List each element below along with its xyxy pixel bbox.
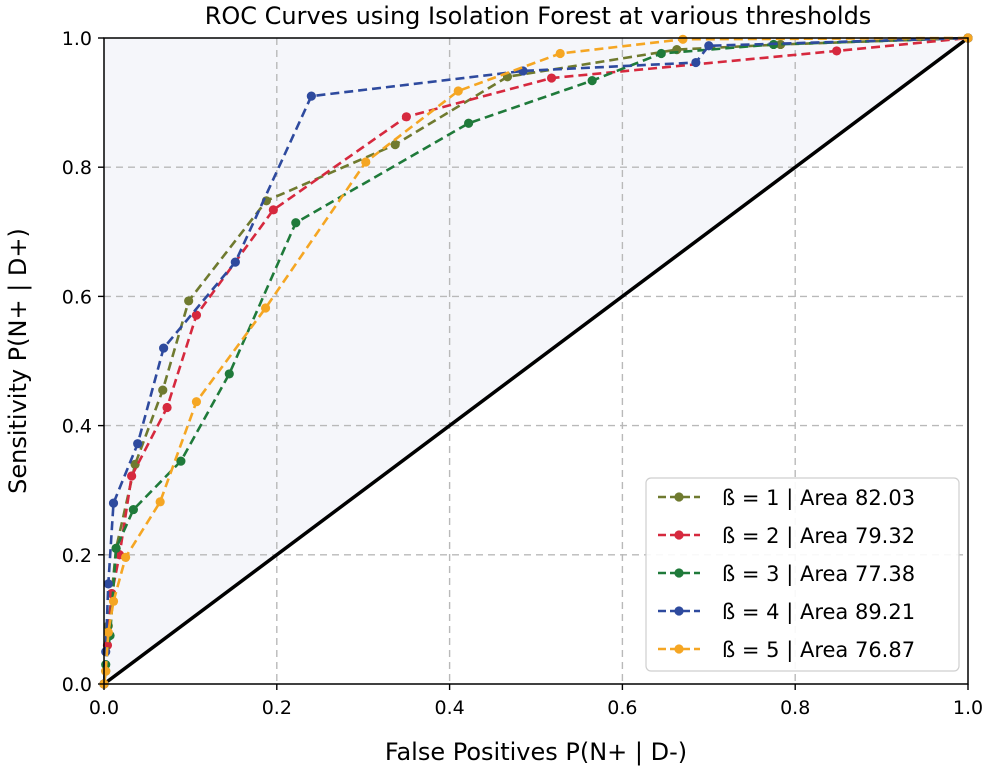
legend-marker-swatch	[674, 606, 684, 616]
series-4-point	[691, 57, 701, 68]
x-tick-label: 0.2	[262, 697, 292, 719]
y-axis-ticks: 0.0 0.2 0.4 0.6 0.8 1.0	[62, 28, 104, 696]
series-5	[99, 33, 973, 689]
series-1-point	[158, 385, 168, 395]
series-3-point	[128, 504, 138, 515]
x-tick-label: 0.8	[780, 697, 810, 719]
series-5-point	[108, 596, 119, 606]
y-tick-label: 0.4	[62, 416, 92, 438]
series-2-point	[127, 471, 137, 481]
legend-label: ß = 2 | Area 79.32	[722, 524, 915, 549]
legend-label: ß = 3 | Area 77.38	[722, 562, 915, 587]
series-2-point	[546, 73, 557, 83]
y-axis-label: Sensitivity P(N+ | D+)	[4, 228, 32, 494]
legend-entries: ß = 1 | Area 82.03 ß = 2 | Area 79.32 ß = …	[658, 486, 915, 663]
legend-marker-swatch	[674, 530, 684, 540]
series-3-point	[224, 369, 234, 379]
series-5-point	[678, 34, 688, 44]
series-5-point	[260, 303, 271, 313]
x-tick-label: 1.0	[953, 697, 983, 719]
legend-entry-2: ß = 2 | Area 79.32	[658, 524, 915, 549]
x-axis-ticks: 0.0 0.2 0.4 0.6 0.8 1.0	[89, 684, 983, 719]
legend-box	[645, 477, 960, 672]
series-4-point	[704, 41, 714, 51]
series-4-point	[108, 498, 119, 508]
legend-entry-1: ß = 1 | Area 82.03	[658, 486, 915, 511]
plot-area	[99, 33, 973, 689]
x-tick-label: 0.6	[607, 697, 637, 719]
x-tick-label: 0.0	[89, 697, 119, 719]
legend-entry-3: ß = 3 | Area 77.38	[658, 562, 915, 587]
y-tick-label: 0.6	[62, 286, 92, 308]
series-4-point	[103, 579, 113, 589]
chart-title: ROC Curves using Isolation Forest at var…	[205, 2, 872, 30]
legend-marker-swatch	[674, 568, 684, 578]
legend-label: ß = 4 | Area 89.21	[722, 600, 915, 625]
chance-diagonal-line	[102, 36, 970, 686]
series-4-point	[306, 91, 316, 101]
series-3-point	[291, 218, 301, 228]
series-5-point	[101, 666, 111, 676]
x-tick-label: 0.4	[434, 697, 464, 719]
series-5-point	[191, 397, 202, 407]
series-4-point	[230, 257, 240, 267]
series-3-point	[176, 456, 186, 466]
legend-entry-5: ß = 5 | Area 76.87	[658, 638, 915, 663]
series-3-point	[111, 543, 121, 553]
series-5-point	[103, 627, 113, 637]
legend: ß = 1 | Area 82.03 ß = 2 | Area 79.32 ß = …	[645, 477, 960, 672]
x-axis-label: False Positives P(N+ | D-)	[385, 738, 687, 766]
legend-entry-4: ß = 4 | Area 89.21	[658, 600, 915, 625]
series-2-point	[162, 402, 172, 413]
series-2-line	[102, 36, 969, 685]
series-3-point	[656, 48, 666, 59]
series-2-point	[832, 46, 842, 56]
legend-label: ß = 1 | Area 82.03	[722, 486, 915, 511]
legend-marker-swatch	[674, 644, 684, 654]
series-1-point	[775, 39, 786, 50]
series-3-point	[587, 76, 597, 86]
y-tick-label: 1.0	[62, 28, 92, 50]
series-2-point	[191, 310, 202, 320]
series-4-point	[133, 439, 143, 449]
y-tick-label: 0.8	[62, 157, 92, 179]
plot-frame	[103, 37, 969, 685]
y-tick-label: 0.0	[62, 674, 92, 696]
series-5-point	[121, 552, 131, 562]
series-5-point	[453, 86, 463, 96]
series-2-point	[401, 112, 411, 122]
series-4-point	[159, 343, 169, 353]
series-5-point	[155, 497, 165, 507]
series-5-point	[361, 157, 371, 167]
series-3-point	[464, 118, 474, 128]
y-tick-label: 0.2	[62, 545, 92, 567]
legend-marker-swatch	[674, 492, 684, 502]
series-2-point	[268, 205, 278, 215]
series-1-point	[390, 139, 400, 150]
series-1-point	[184, 296, 194, 306]
series-5-point	[555, 48, 565, 59]
legend-label: ß = 5 | Area 76.87	[722, 638, 915, 663]
